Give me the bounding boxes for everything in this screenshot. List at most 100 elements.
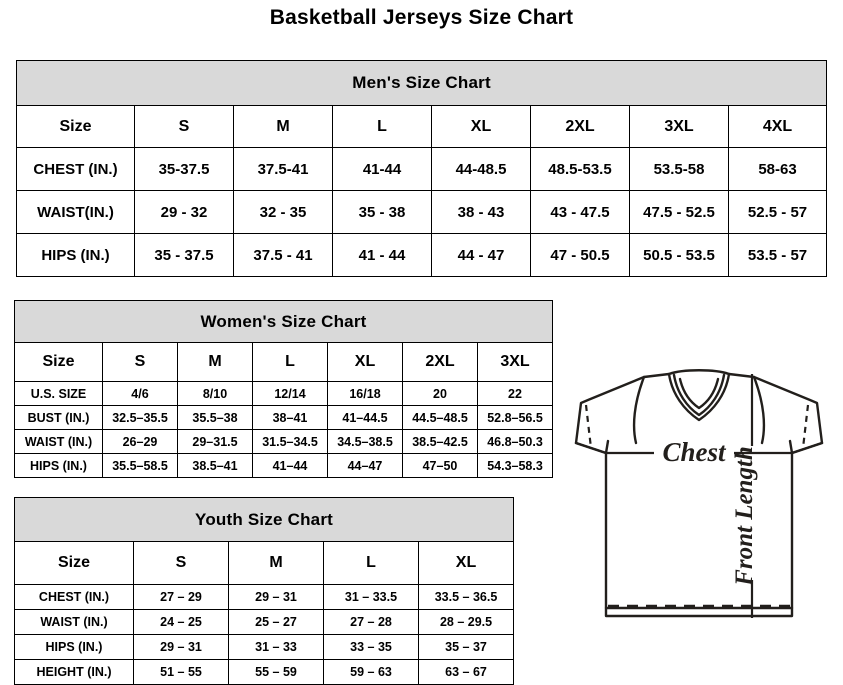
mens-chest-4xl: 58-63: [727, 147, 828, 191]
table-row: HIPS (IN.) 35 - 37.5 37.5 - 41 41 - 44 4…: [16, 233, 828, 277]
mens-row-label-waist: WAIST(IN.): [16, 190, 135, 234]
womens-bust-s: 32.5–35.5: [102, 405, 178, 430]
youth-chart-title-row: Youth Size Chart: [13, 497, 515, 542]
youth-hips-s: 29 – 31: [133, 634, 229, 660]
mens-col-2xl: 2XL: [530, 105, 630, 148]
mens-chest-xl: 44-48.5: [431, 147, 531, 191]
youth-col-l: L: [323, 541, 419, 585]
womens-col-3xl: 3XL: [476, 342, 554, 382]
mens-size-header-row: Size S M L XL 2XL 3XL 4XL: [16, 105, 828, 148]
table-row: HIPS (IN.) 35.5–58.5 38.5–41 41–44 44–47…: [14, 453, 554, 478]
mens-col-s: S: [134, 105, 234, 148]
mens-waist-l: 35 - 38: [332, 190, 432, 234]
youth-row-label-waist: WAIST (IN.): [14, 609, 134, 635]
womens-chart-title: Women's Size Chart: [13, 300, 554, 343]
mens-col-l: L: [332, 105, 432, 148]
mens-hips-3xl: 50.5 - 53.5: [629, 233, 729, 277]
mens-size-chart-table: Men's Size Chart Size S M L XL 2XL 3XL 4…: [15, 60, 828, 277]
sleeve-seam-dashes: [584, 404, 810, 449]
table-row: BUST (IN.) 32.5–35.5 35.5–38 38–41 41–44…: [14, 405, 554, 430]
youth-waist-m: 25 – 27: [228, 609, 324, 635]
womens-waist-3xl: 46.8–50.3: [476, 429, 554, 454]
womens-row-label-us-size: U.S. SIZE: [14, 381, 103, 406]
youth-height-xl: 63 – 67: [417, 659, 515, 685]
youth-size-chart-table: Youth Size Chart Size S M L XL CHEST (IN…: [13, 497, 515, 685]
table-row: WAIST(IN.) 29 - 32 32 - 35 35 - 38 38 - …: [16, 190, 828, 234]
mens-hips-l: 41 - 44: [332, 233, 432, 277]
youth-chest-xl: 33.5 – 36.5: [417, 584, 515, 610]
youth-chest-l: 31 – 33.5: [323, 584, 419, 610]
mens-chart-title: Men's Size Chart: [15, 60, 828, 106]
womens-col-xl: XL: [327, 342, 403, 382]
page-title: Basketball Jerseys Size Chart: [269, 6, 574, 29]
womens-bust-3xl: 52.8–56.5: [476, 405, 554, 430]
mens-chest-3xl: 53.5-58: [629, 147, 729, 191]
womens-row-label-bust: BUST (IN.): [14, 405, 103, 430]
mens-col-3xl: 3XL: [629, 105, 729, 148]
table-row: CHEST (IN.) 35-37.5 37.5-41 41-44 44-48.…: [16, 147, 828, 191]
mens-waist-xl: 38 - 43: [431, 190, 531, 234]
mens-waist-4xl: 52.5 - 57: [727, 190, 828, 234]
womens-row-label-hips: HIPS (IN.): [14, 453, 103, 478]
youth-row-label-height: HEIGHT (IN.): [14, 659, 134, 685]
mens-waist-3xl: 47.5 - 52.5: [629, 190, 729, 234]
mens-hips-s: 35 - 37.5: [134, 233, 234, 277]
mens-chest-s: 35-37.5: [134, 147, 234, 191]
womens-hips-m: 38.5–41: [177, 453, 253, 478]
mens-size-label: Size: [16, 105, 135, 148]
youth-col-m: M: [228, 541, 324, 585]
womens-hips-2xl: 47–50: [402, 453, 478, 478]
youth-size-label: Size: [14, 541, 134, 585]
womens-col-s: S: [102, 342, 178, 382]
mens-col-m: M: [233, 105, 333, 148]
youth-hips-m: 31 – 33: [228, 634, 324, 660]
womens-hips-3xl: 54.3–58.3: [476, 453, 554, 478]
womens-bust-l: 38–41: [252, 405, 328, 430]
womens-size-header-row: Size S M L XL 2XL 3XL: [14, 342, 554, 382]
table-row: CHEST (IN.) 27 – 29 29 – 31 31 – 33.5 33…: [14, 584, 515, 610]
womens-bust-2xl: 44.5–48.5: [402, 405, 478, 430]
womens-waist-2xl: 38.5–42.5: [402, 429, 478, 454]
womens-waist-m: 29–31.5: [177, 429, 253, 454]
mens-waist-s: 29 - 32: [134, 190, 234, 234]
womens-bust-xl: 41–44.5: [327, 405, 403, 430]
front-length-measure-label: Front Length: [731, 446, 758, 587]
table-row: U.S. SIZE 4/6 8/10 12/14 16/18 20 22: [14, 381, 554, 406]
womens-waist-s: 26–29: [102, 429, 178, 454]
womens-hips-s: 35.5–58.5: [102, 453, 178, 478]
womens-waist-l: 31.5–34.5: [252, 429, 328, 454]
youth-waist-xl: 28 – 29.5: [417, 609, 515, 635]
womens-ussize-s: 4/6: [102, 381, 178, 406]
mens-chest-2xl: 48.5-53.5: [530, 147, 630, 191]
womens-ussize-xl: 16/18: [327, 381, 403, 406]
womens-col-l: L: [252, 342, 328, 382]
youth-waist-l: 27 – 28: [323, 609, 419, 635]
youth-chest-m: 29 – 31: [228, 584, 324, 610]
youth-hips-l: 33 – 35: [323, 634, 419, 660]
mens-col-xl: XL: [431, 105, 531, 148]
tshirt-outline-icon: [574, 369, 824, 618]
youth-col-s: S: [133, 541, 229, 585]
womens-ussize-3xl: 22: [476, 381, 554, 406]
mens-chest-l: 41-44: [332, 147, 432, 191]
jersey-tshirt-diagram: Chest Front Length: [556, 348, 838, 648]
womens-hips-xl: 44–47: [327, 453, 403, 478]
womens-waist-xl: 34.5–38.5: [327, 429, 403, 454]
mens-row-label-hips: HIPS (IN.): [16, 233, 135, 277]
youth-height-m: 55 – 59: [228, 659, 324, 685]
womens-size-chart-table: Women's Size Chart Size S M L XL 2XL 3XL…: [13, 300, 554, 478]
mens-waist-m: 32 - 35: [233, 190, 333, 234]
table-row: WAIST (IN.) 24 – 25 25 – 27 27 – 28 28 –…: [14, 609, 515, 635]
mens-hips-4xl: 53.5 - 57: [727, 233, 828, 277]
youth-height-s: 51 – 55: [133, 659, 229, 685]
womens-size-label: Size: [14, 342, 103, 382]
mens-hips-xl: 44 - 47: [431, 233, 531, 277]
womens-row-label-waist: WAIST (IN.): [14, 429, 103, 454]
mens-chest-m: 37.5-41: [233, 147, 333, 191]
womens-col-2xl: 2XL: [402, 342, 478, 382]
womens-ussize-2xl: 20: [402, 381, 478, 406]
youth-size-header-row: Size S M L XL: [14, 541, 515, 585]
youth-col-xl: XL: [417, 541, 515, 585]
mens-chart-title-row: Men's Size Chart: [15, 60, 828, 106]
womens-bust-m: 35.5–38: [177, 405, 253, 430]
